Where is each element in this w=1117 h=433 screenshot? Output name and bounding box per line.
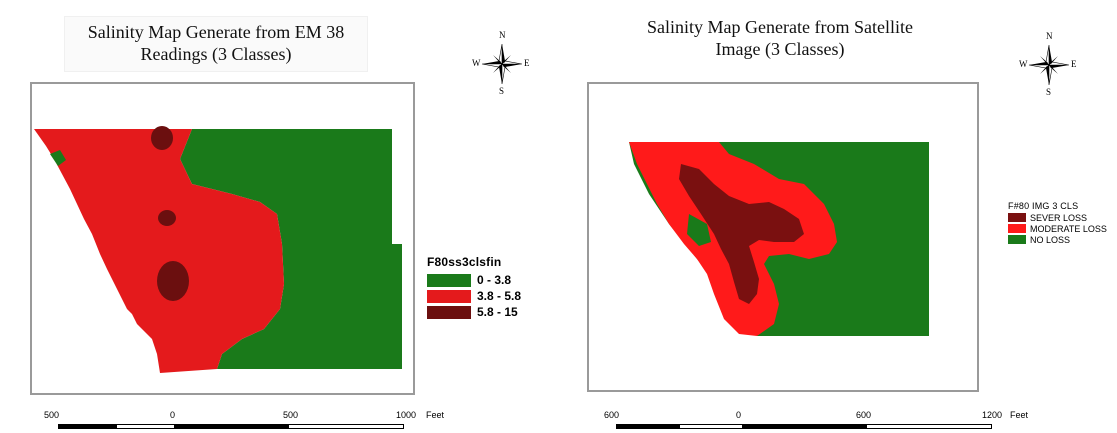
scale-unit-label: Feet (426, 410, 445, 420)
legend-title: F#80 IMG 3 CLS (1008, 201, 1079, 211)
salinity-map-frame (30, 82, 415, 395)
salinity-map-frame (587, 82, 979, 392)
legend-label: 3.8 - 5.8 (477, 289, 522, 303)
salinity-raster-map (34, 126, 402, 373)
scale-bar: 500 0 500 1000 Feet (44, 410, 450, 432)
scale-label: 500 (283, 410, 299, 420)
scale-label: 600 (604, 410, 620, 420)
legend-label: SEVER LOSS (1030, 212, 1088, 223)
compass-south-label: S (1046, 87, 1052, 97)
map-title-line1: Salinity Map Generate from EM 38 (87, 22, 345, 42)
map-region-high-salinity-2 (158, 210, 176, 226)
compass-south-label: S (499, 86, 505, 96)
legend-item-moderate: 3.8 - 5.8 (427, 288, 530, 304)
compass-east-label: E (524, 58, 530, 68)
legend-item-sever-loss: SEVER LOSS (1008, 212, 1113, 223)
map-region-high-salinity-1 (151, 126, 173, 150)
map-title-line2: Image (3 Classes) (715, 39, 845, 59)
scale-label: 1000 (396, 410, 417, 420)
map-region-high-salinity-3 (157, 261, 189, 301)
map-region-no-loss-patch (687, 214, 711, 246)
compass-east-label: E (1071, 59, 1077, 69)
legend-swatch (427, 305, 471, 319)
scale-bar-strip (616, 424, 992, 429)
scale-label: 600 (856, 410, 872, 420)
legend-swatch (427, 273, 471, 287)
compass-west-label: W (472, 58, 481, 68)
em38-salinity-map-panel: Salinity Map Generate from EM 38 Reading… (30, 16, 532, 432)
legend-item-moderate-loss: MODERATE LOSS (1008, 223, 1113, 234)
north-arrow-compass-icon: N S E W (472, 26, 532, 96)
legend-swatch (427, 289, 471, 303)
map-region-low-salinity (180, 129, 402, 369)
scale-bar: 600 0 600 1200 Feet (604, 410, 1076, 432)
map-title: Salinity Map Generate from Satellite Ima… (630, 16, 930, 66)
legend-label: 5.8 - 15 (477, 305, 518, 319)
scale-label: 500 (44, 410, 60, 420)
map-legend: F#80 IMG 3 CLS SEVER LOSS MODERATE LOSS … (1008, 201, 1113, 245)
legend-swatch (1008, 213, 1026, 222)
scale-unit-label: Feet (1010, 410, 1029, 420)
legend-label: 0 - 3.8 (477, 273, 512, 287)
legend-item-low: 0 - 3.8 (427, 272, 530, 288)
salinity-raster-map (629, 142, 929, 336)
legend-swatch (1008, 235, 1026, 244)
legend-label: MODERATE LOSS (1030, 223, 1107, 234)
compass-north-label: N (499, 30, 506, 40)
legend-item-high: 5.8 - 15 (427, 304, 530, 320)
scale-label: 0 (736, 410, 742, 420)
map-title-line1: Salinity Map Generate from Satellite (647, 17, 913, 37)
legend-label: NO LOSS (1030, 234, 1071, 245)
map-legend: F80ss3clsfin 0 - 3.8 3.8 - 5.8 5.8 - 15 (427, 255, 530, 320)
scale-label: 0 (170, 410, 176, 420)
north-arrow-compass-icon: N S E W (1019, 27, 1079, 97)
legend-swatch (1008, 224, 1026, 233)
map-region-low-salinity-spot (50, 150, 66, 166)
legend-title: F80ss3clsfin (427, 255, 502, 269)
map-region-sever-loss (679, 164, 804, 304)
scale-bar-strip (58, 424, 404, 429)
map-title-line2: Readings (3 Classes) (140, 44, 292, 64)
scale-label: 1200 (982, 410, 1003, 420)
compass-north-label: N (1046, 31, 1053, 41)
compass-west-label: W (1019, 59, 1028, 69)
map-region-moderate-salinity (34, 129, 284, 373)
legend-item-no-loss: NO LOSS (1008, 234, 1113, 245)
map-title: Salinity Map Generate from EM 38 Reading… (64, 16, 368, 72)
satellite-salinity-map-panel: Salinity Map Generate from Satellite Ima… (560, 0, 1117, 433)
